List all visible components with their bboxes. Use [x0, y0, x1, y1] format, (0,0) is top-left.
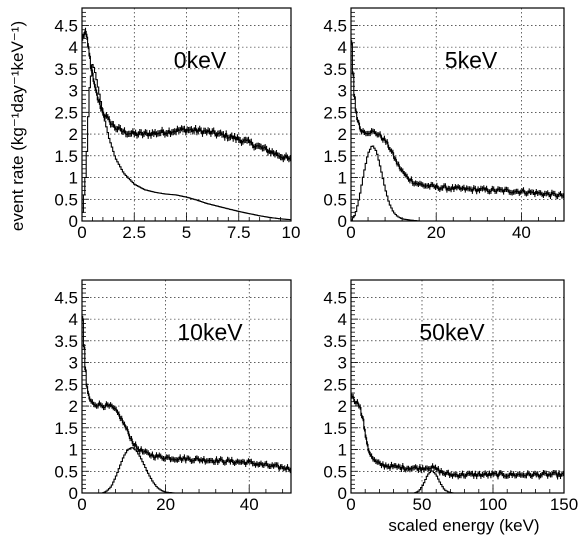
x-tick-label: 0	[77, 495, 86, 514]
x-tick-label: 20	[427, 223, 446, 242]
y-tick-label: 3	[69, 82, 78, 101]
y-axis-label: event rate (kg⁻¹day⁻¹keV⁻¹)	[8, 21, 27, 231]
y-tick-label: 4	[338, 310, 347, 329]
y-tick-label: 2	[69, 397, 78, 416]
series-line-1	[351, 40, 564, 200]
x-tick-label: 10	[282, 223, 301, 242]
y-tick-label: 2	[69, 125, 78, 144]
panel-label: 50keV	[419, 319, 485, 345]
x-tick-label: 40	[512, 223, 531, 242]
x-tick-label: 150	[550, 495, 578, 514]
x-tick-label: 0	[346, 223, 355, 242]
series-line-2	[82, 63, 291, 221]
y-tick-label: 4	[69, 38, 78, 57]
y-tick-label: 0	[338, 212, 347, 231]
y-tick-label: 4.5	[323, 288, 347, 307]
y-tick-label: 4	[338, 38, 347, 57]
y-tick-label: 0.5	[323, 190, 347, 209]
y-tick-label: 2.5	[323, 103, 347, 122]
y-tick-label: 0.5	[54, 462, 78, 481]
y-tick-label: 1	[338, 441, 347, 460]
y-tick-label: 1.5	[323, 419, 347, 438]
y-tick-label: 0	[69, 212, 78, 231]
y-tick-label: 3.5	[323, 60, 347, 79]
x-tick-label: 7.5	[227, 223, 251, 242]
x-tick-label: 0	[346, 495, 355, 514]
series-line-2	[82, 447, 291, 493]
y-tick-label: 1.5	[54, 147, 78, 166]
y-tick-label: 1	[69, 169, 78, 188]
y-tick-label: 2.5	[323, 375, 347, 394]
plot-frame	[81, 7, 292, 222]
plot-frame	[350, 279, 565, 494]
panel-label: 10keV	[177, 319, 243, 345]
y-tick-label: 0.5	[323, 462, 347, 481]
plot-frame	[350, 7, 565, 222]
y-tick-label: 1.5	[54, 419, 78, 438]
y-tick-label: 3	[69, 354, 78, 373]
series-line-1	[82, 315, 291, 474]
y-tick-label: 3.5	[54, 332, 78, 351]
x-tick-label: 20	[156, 495, 175, 514]
y-tick-label: 4.5	[54, 16, 78, 35]
y-tick-label: 1	[69, 441, 78, 460]
y-tick-label: 2.5	[54, 375, 78, 394]
panel-label: 0keV	[174, 47, 227, 73]
panel-3: 0 0.5 1 1.5 2 2.5 3 3.5 4 4.5 0 20 40 10keV	[54, 279, 292, 514]
series-line-2	[351, 470, 564, 493]
x-tick-label: 40	[240, 495, 259, 514]
y-tick-label: 0	[69, 484, 78, 503]
y-tick-label: 3.5	[54, 60, 78, 79]
series-line-2	[351, 145, 564, 221]
y-tick-label: 1	[338, 169, 347, 188]
y-tick-label: 3	[338, 354, 347, 373]
x-tick-label: 2.5	[122, 223, 146, 242]
y-tick-label: 0	[338, 484, 347, 503]
y-tick-label: 2	[338, 397, 347, 416]
y-tick-label: 4.5	[54, 288, 78, 307]
panel-4: 0 0.5 1 1.5 2 2.5 3 3.5 4 4.5 0 50 100 150 50keV	[323, 279, 578, 514]
x-tick-label: 5	[182, 223, 191, 242]
y-tick-label: 3	[338, 82, 347, 101]
plot-frame	[81, 279, 292, 494]
x-tick-label: 50	[413, 495, 432, 514]
series-line-1	[82, 27, 291, 163]
y-tick-label: 4	[69, 310, 78, 329]
panel-2: 0 0.5 1 1.5 2 2.5 3 3.5 4 4.5 0 20 40 5keV	[323, 7, 565, 242]
y-tick-label: 2.5	[54, 103, 78, 122]
y-tick-label: 1.5	[323, 147, 347, 166]
panel-label: 5keV	[445, 47, 498, 73]
y-tick-label: 4.5	[323, 16, 347, 35]
panel-1: 0 0.5 1 1.5 2 2.5 3 3.5 4 4.5 0 2.5 5 7.5 10 0keV	[54, 7, 301, 242]
x-tick-label: 100	[479, 495, 507, 514]
y-tick-label: 2	[338, 125, 347, 144]
x-axis-label: scaled energy (keV)	[388, 516, 539, 535]
y-tick-label: 3.5	[323, 332, 347, 351]
x-tick-label: 0	[77, 223, 86, 242]
series-line-1	[351, 393, 564, 480]
y-tick-label: 0.5	[54, 190, 78, 209]
